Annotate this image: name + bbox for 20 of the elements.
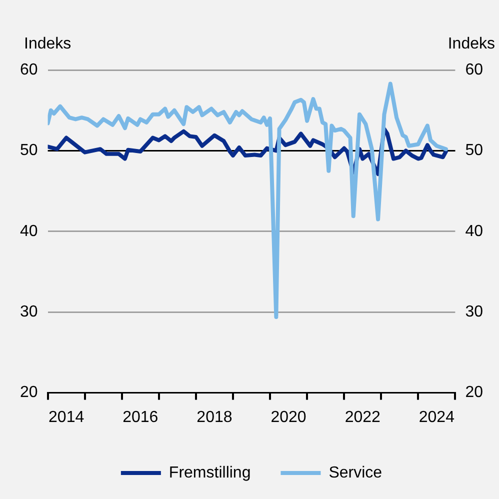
x-tick-label: 2024 bbox=[418, 408, 455, 426]
y-tick-label: 30 bbox=[20, 304, 38, 321]
y2-tick-label: 40 bbox=[465, 222, 484, 240]
y-tick-label: 60 bbox=[20, 61, 38, 78]
y2-tick-label: 30 bbox=[465, 304, 484, 321]
x-tick-label: 2016 bbox=[122, 408, 158, 426]
legend-label: Service bbox=[328, 464, 382, 482]
y-tick-label: 40 bbox=[20, 222, 38, 240]
y-tick-label: 20 bbox=[20, 384, 38, 402]
y2-tick-label: 60 bbox=[465, 61, 484, 78]
y2-axis-title: Indeks bbox=[448, 35, 495, 52]
x-tick-label: 2018 bbox=[196, 408, 232, 426]
x-tick-label: 2020 bbox=[270, 408, 306, 426]
x-tick-label: 2022 bbox=[344, 408, 381, 426]
y-tick-label: 50 bbox=[20, 142, 38, 160]
y-axis-title: Indeks bbox=[24, 35, 72, 52]
x-tick-label: 2014 bbox=[48, 408, 84, 426]
y2-tick-label: 20 bbox=[465, 384, 484, 402]
legend-label: Fremstilling bbox=[168, 464, 251, 482]
y2-tick-label: 50 bbox=[465, 142, 484, 160]
